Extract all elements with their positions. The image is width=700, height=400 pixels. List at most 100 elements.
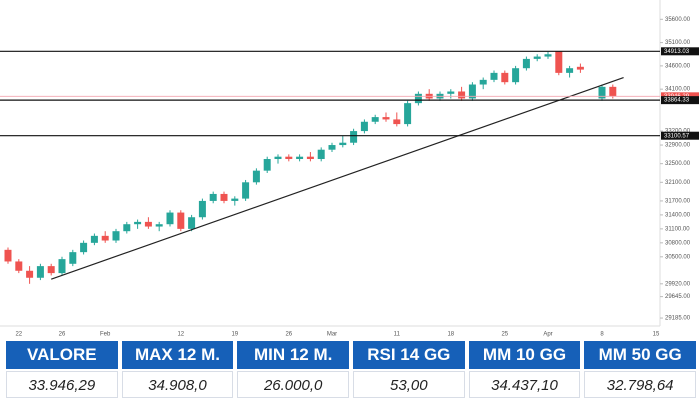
table-cell: 53,00 bbox=[352, 371, 465, 398]
x-tick-label: 22 bbox=[15, 332, 22, 338]
y-tick-label: 35600.00 bbox=[665, 17, 691, 23]
candle-body bbox=[458, 91, 466, 99]
candle-body bbox=[490, 72, 498, 80]
candle-body bbox=[252, 170, 260, 183]
table-header: MM 50 GG bbox=[584, 341, 696, 369]
candle-body bbox=[231, 198, 239, 201]
candle-body bbox=[274, 156, 282, 160]
candle-body bbox=[26, 270, 34, 278]
candle-body bbox=[188, 217, 196, 229]
x-tick-label: 19 bbox=[231, 332, 238, 338]
candle-body bbox=[155, 224, 163, 227]
candle-body bbox=[328, 145, 336, 150]
y-tick-label: 30800.00 bbox=[665, 240, 691, 246]
y-tick-label: 30500.00 bbox=[665, 254, 691, 260]
chart: 35600.00 35100.00 34600.00 34100.00 33200.00… bbox=[0, 0, 699, 338]
candle-body bbox=[360, 121, 368, 132]
y-tick-label: 31700.00 bbox=[665, 199, 691, 205]
table-header: MM 10 GG bbox=[468, 341, 581, 369]
candle-body bbox=[47, 266, 55, 274]
candle-body bbox=[512, 68, 520, 83]
table-cell: 34.437,10 bbox=[468, 371, 581, 398]
y-tick-label: 32900.00 bbox=[665, 143, 691, 149]
candle-body bbox=[609, 86, 617, 97]
x-tick-label: 26 bbox=[285, 332, 292, 338]
x-tick-label: 25 bbox=[501, 332, 508, 338]
table-header: MAX 12 M. bbox=[121, 341, 234, 369]
x-tick-label: Feb bbox=[100, 332, 111, 338]
x-tick-label: 26 bbox=[59, 332, 66, 338]
y-tick-label: 31100.00 bbox=[665, 226, 690, 232]
y-tick-label: 34600.00 bbox=[665, 63, 691, 69]
candle-body bbox=[220, 193, 228, 201]
candle-body bbox=[350, 131, 358, 143]
candle-body bbox=[296, 156, 304, 160]
x-tick-label: 15 bbox=[653, 332, 660, 338]
y-tick-label: 35100.00 bbox=[665, 40, 691, 46]
candle-body bbox=[598, 86, 606, 99]
candle-body bbox=[393, 119, 401, 125]
candle-body bbox=[242, 182, 250, 199]
candle-body bbox=[123, 224, 131, 232]
candle-body bbox=[544, 54, 552, 57]
candle-body bbox=[166, 212, 174, 225]
y-tick-label: 34100.00 bbox=[665, 87, 691, 93]
candle-body bbox=[306, 156, 314, 160]
table-cell: 26.000,0 bbox=[237, 371, 349, 398]
table-cell: 32.798,64 bbox=[584, 371, 696, 398]
level-label-box bbox=[661, 131, 699, 140]
level-label: 33100.57 bbox=[664, 133, 690, 139]
candle-body bbox=[4, 249, 12, 262]
y-tick-label: 31400.00 bbox=[665, 212, 691, 218]
candle-body bbox=[134, 221, 142, 225]
x-tick-label: 11 bbox=[394, 332, 401, 338]
table-cell: 33.946,29 bbox=[6, 371, 118, 398]
candle-body bbox=[522, 58, 530, 69]
candle-body bbox=[339, 142, 347, 146]
candle-body bbox=[555, 51, 563, 73]
candle-body bbox=[15, 261, 23, 271]
candle-body bbox=[263, 159, 271, 171]
candle-body bbox=[404, 103, 412, 125]
table-header: RSI 14 GG bbox=[352, 341, 465, 369]
table-cell: 34.908,0 bbox=[121, 371, 234, 398]
level-label: 34913.03 bbox=[664, 49, 690, 55]
candle-body bbox=[501, 72, 509, 83]
candle-body bbox=[447, 91, 455, 94]
candle-body bbox=[468, 84, 476, 99]
candle-body bbox=[533, 56, 541, 59]
y-tick-label: 32100.00 bbox=[665, 180, 691, 186]
x-tick-label: 18 bbox=[447, 332, 454, 338]
candle-body bbox=[209, 193, 217, 201]
candle-body bbox=[36, 266, 44, 278]
candle-body bbox=[198, 200, 206, 218]
trendline bbox=[51, 76, 624, 280]
x-tick-label: Mar bbox=[327, 332, 337, 338]
candle-body bbox=[101, 235, 109, 241]
candle-body bbox=[371, 117, 379, 122]
level-label: 33864.33 bbox=[664, 98, 690, 104]
candle-body bbox=[285, 156, 293, 160]
level-label-box bbox=[661, 96, 699, 105]
x-tick-label: 12 bbox=[177, 332, 184, 338]
candle-body bbox=[144, 221, 152, 227]
candle-body bbox=[69, 252, 77, 264]
y-tick-label: 29185.00 bbox=[665, 316, 691, 322]
x-tick-label: Apr bbox=[543, 332, 552, 338]
candle-body bbox=[414, 93, 422, 104]
table-header: MIN 12 M. bbox=[237, 341, 349, 369]
candle-body bbox=[576, 66, 584, 70]
candle-body bbox=[112, 231, 120, 241]
stats-table: VALORE MAX 12 M. MIN 12 M. RSI 14 GG MM 10 G… bbox=[6, 341, 696, 398]
y-tick-label: 29920.00 bbox=[665, 281, 691, 287]
candle-body bbox=[177, 212, 185, 229]
candle-body bbox=[58, 259, 66, 274]
candle-body bbox=[90, 235, 98, 243]
table-header: VALORE bbox=[6, 341, 118, 369]
candle-body bbox=[479, 79, 487, 85]
x-tick-label: 8 bbox=[600, 332, 604, 338]
y-tick-label: 33200.00 bbox=[665, 129, 691, 135]
candle-body bbox=[566, 68, 574, 73]
candle-body bbox=[382, 117, 390, 120]
